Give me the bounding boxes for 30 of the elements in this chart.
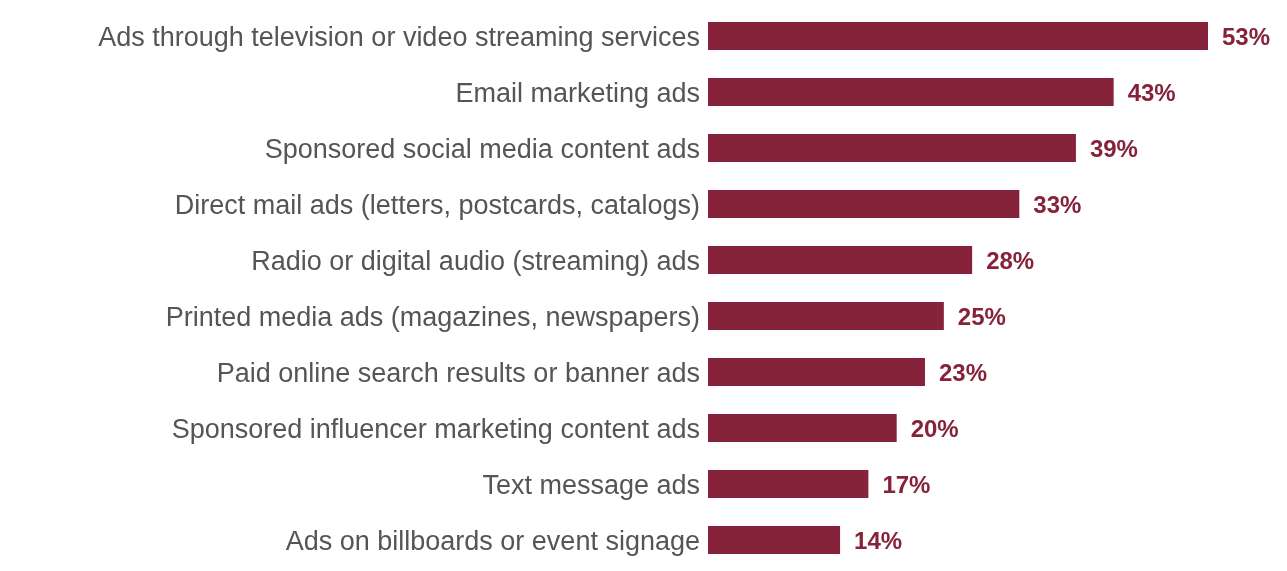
bar — [708, 134, 1076, 162]
bar — [708, 414, 897, 442]
data-label: 14% — [854, 526, 903, 554]
y-tick-label: Paid online search results or banner ads — [216, 357, 700, 388]
bar — [708, 302, 944, 330]
bar — [708, 22, 1208, 50]
data-label: 23% — [938, 358, 988, 386]
y-tick-label: Direct mail ads (letters, postcards, catalogs) — [174, 189, 700, 220]
data-label: 25% — [957, 302, 1006, 330]
data-label: 20% — [910, 414, 959, 442]
bar — [708, 246, 973, 274]
bar — [708, 526, 841, 554]
y-tick-label: Radio or digital audio (streaming) ads — [251, 245, 700, 276]
bar — [708, 470, 869, 498]
data-label: 28% — [986, 246, 1035, 274]
data-label: 39% — [1089, 134, 1138, 162]
y-tick-label: Ads on billboards or event signage — [285, 525, 700, 556]
y-tick-label: Printed media ads (magazines, newspapers) — [165, 301, 700, 332]
data-label: 33% — [1033, 190, 1082, 218]
bar — [708, 190, 1020, 218]
data-label: 53% — [1222, 22, 1271, 50]
data-label: 43% — [1127, 78, 1176, 106]
y-tick-label: Sponsored social media content ads — [264, 133, 700, 164]
data-label: 17% — [882, 470, 931, 498]
y-tick-label: Email marketing ads — [455, 77, 700, 108]
y-tick-label: Ads through television or video streaming services — [98, 21, 700, 52]
bar — [708, 358, 925, 386]
bar — [708, 78, 1114, 106]
y-tick-label: Text message ads — [482, 469, 700, 500]
y-tick-label: Sponsored influencer marketing content ads — [171, 413, 700, 444]
